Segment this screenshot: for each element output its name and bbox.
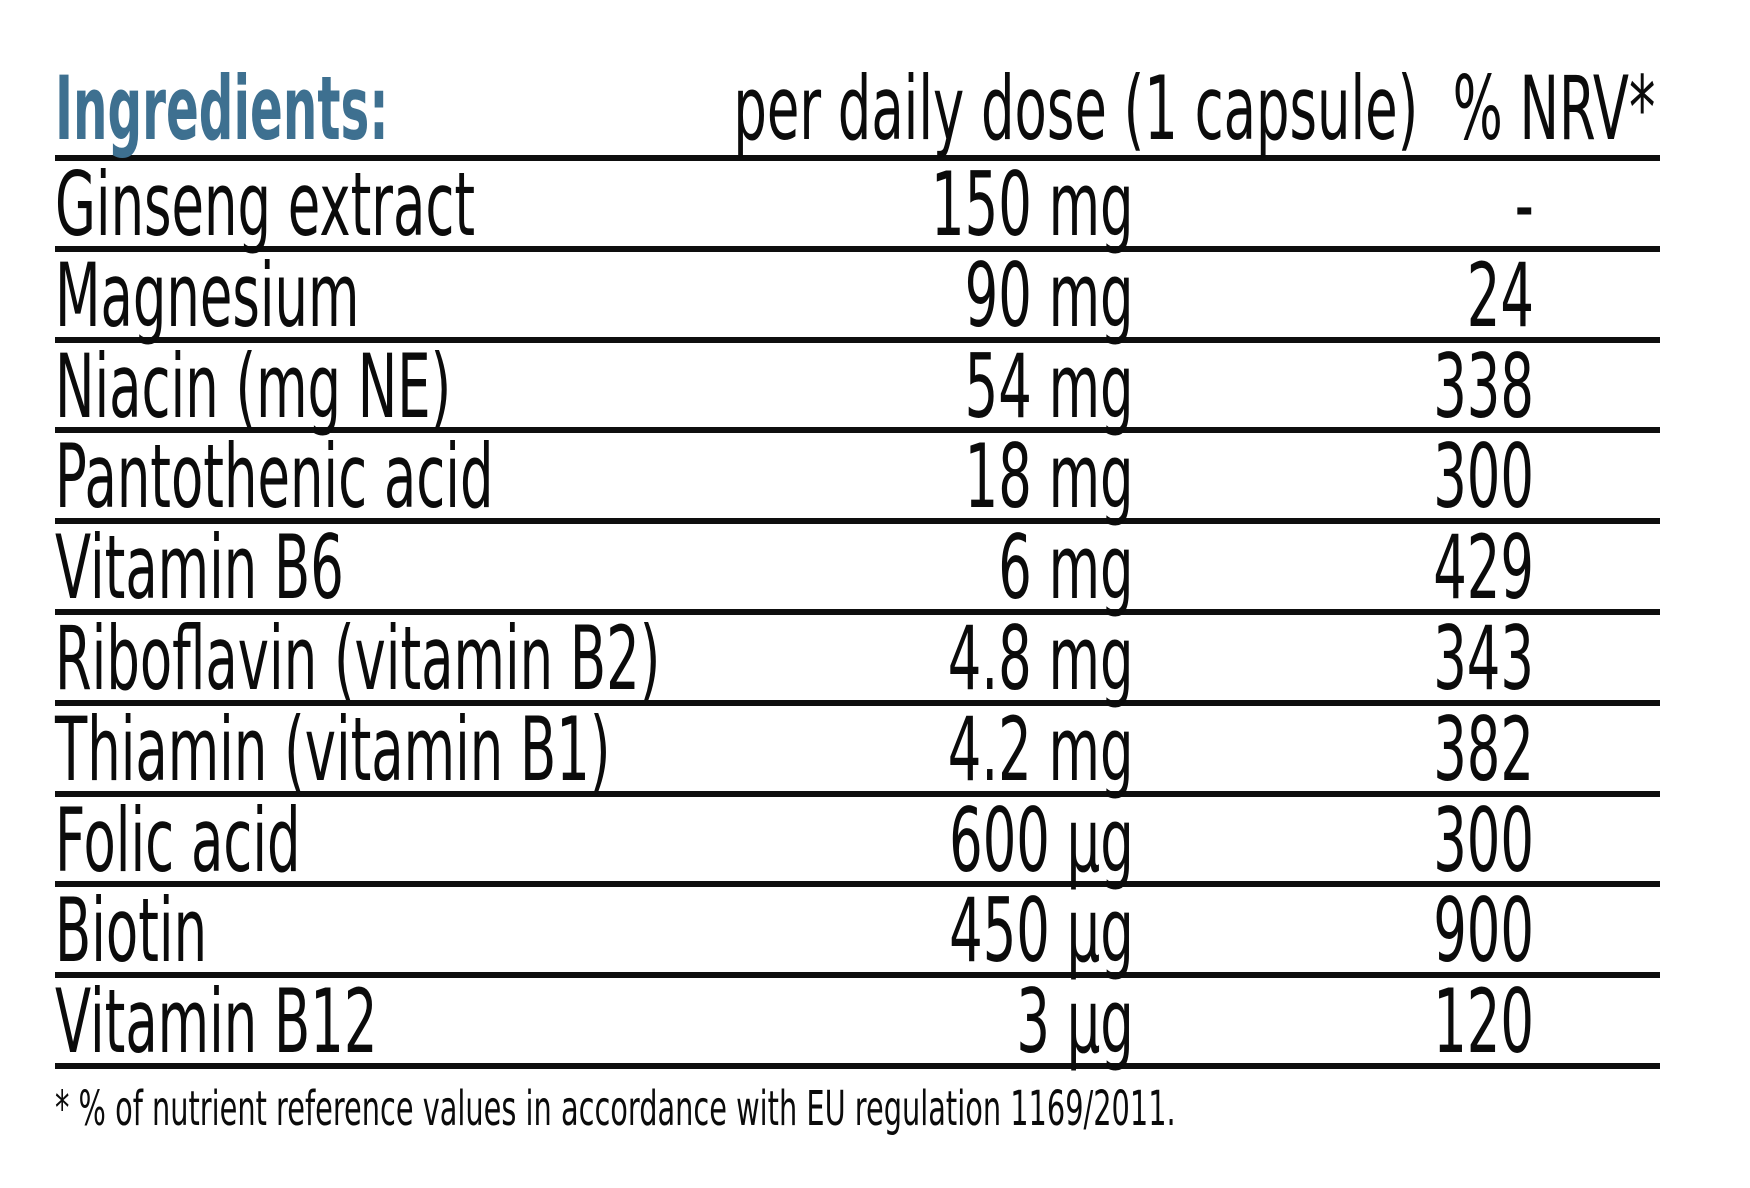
ingredient-name: Pantothenic acid bbox=[55, 425, 494, 529]
ingredient-nrv: 429 bbox=[1433, 516, 1534, 620]
ingredient-nrv: 338 bbox=[1433, 334, 1534, 438]
nrv-footnote: * % of nutrient reference values in acco… bbox=[55, 1080, 1660, 1137]
ingredient-nrv: 24 bbox=[1466, 243, 1534, 347]
table-row: Pantothenic acid 18 mg 300 bbox=[55, 425, 1660, 529]
table-row: Folic acid 600 µg 300 bbox=[55, 788, 1660, 892]
ingredient-nrv: 120 bbox=[1433, 970, 1534, 1074]
ingredient-nrv: 300 bbox=[1433, 425, 1534, 529]
ingredient-nrv: 382 bbox=[1433, 697, 1534, 801]
dose-header-cell: per daily dose (1 capsule) bbox=[505, 65, 1418, 153]
ingredient-nrv: 900 bbox=[1433, 879, 1534, 983]
ingredient-name: Ginseng extract bbox=[55, 153, 476, 256]
ingredients-table: Ingredients: per daily dose (1 capsule) … bbox=[55, 44, 1660, 1137]
ingredient-name: Biotin bbox=[55, 879, 208, 983]
table-header-row: Ingredients: per daily dose (1 capsule) … bbox=[55, 44, 1660, 161]
nrv-header-cell: % NRV* bbox=[1385, 65, 1660, 153]
ingredient-amount: 4.8 mg bbox=[948, 606, 1134, 710]
nrv-footnote-text: * % of nutrient reference values in acco… bbox=[55, 1080, 1176, 1137]
ingredient-name: Folic acid bbox=[55, 788, 301, 892]
table-row: Magnesium 90 mg 24 bbox=[55, 243, 1660, 347]
ingredient-amount: 3 µg bbox=[1016, 970, 1134, 1074]
table-row: Vitamin B6 6 mg 429 bbox=[55, 524, 1660, 615]
table-row: Riboflavin (vitamin B2) 4.8 mg 343 bbox=[55, 606, 1660, 710]
ingredients-header-cell: Ingredients: bbox=[55, 65, 505, 153]
table-row: Biotin 450 µg 900 bbox=[55, 879, 1660, 983]
ingredient-nrv: - bbox=[1514, 153, 1534, 256]
table-row: Vitamin B12 3 µg 120 bbox=[55, 978, 1660, 1069]
ingredient-nrv: 343 bbox=[1433, 606, 1534, 710]
table-row: Thiamin (vitamin B1) 4.2 mg 382 bbox=[55, 697, 1660, 801]
ingredient-amount: 18 mg bbox=[965, 425, 1134, 529]
ingredient-name: Vitamin B12 bbox=[55, 970, 378, 1074]
ingredient-name: Magnesium bbox=[55, 243, 360, 347]
ingredient-nrv: 300 bbox=[1433, 788, 1534, 892]
ingredient-name: Vitamin B6 bbox=[55, 516, 344, 620]
nrv-header-label: % NRV* bbox=[1452, 57, 1656, 160]
ingredient-amount: 6 mg bbox=[998, 516, 1134, 620]
ingredient-amount: 54 mg bbox=[965, 334, 1134, 438]
dose-header-label: per daily dose (1 capsule) bbox=[733, 57, 1419, 160]
table-row: Ginseng extract 150 mg - bbox=[55, 161, 1660, 252]
ingredient-amount: 150 mg bbox=[931, 153, 1134, 256]
ingredients-label: Ingredients: bbox=[55, 57, 389, 160]
ingredient-name: Riboflavin (vitamin B2) bbox=[55, 606, 661, 710]
table-row: Niacin (mg NE) 54 mg 338 bbox=[55, 334, 1660, 438]
ingredient-amount: 600 µg bbox=[949, 788, 1134, 892]
ingredient-name: Thiamin (vitamin B1) bbox=[55, 697, 611, 801]
ingredient-amount: 4.2 mg bbox=[948, 697, 1134, 801]
ingredient-name: Niacin (mg NE) bbox=[55, 334, 452, 438]
ingredient-amount: 450 µg bbox=[949, 879, 1134, 983]
ingredient-amount: 90 mg bbox=[965, 243, 1134, 347]
